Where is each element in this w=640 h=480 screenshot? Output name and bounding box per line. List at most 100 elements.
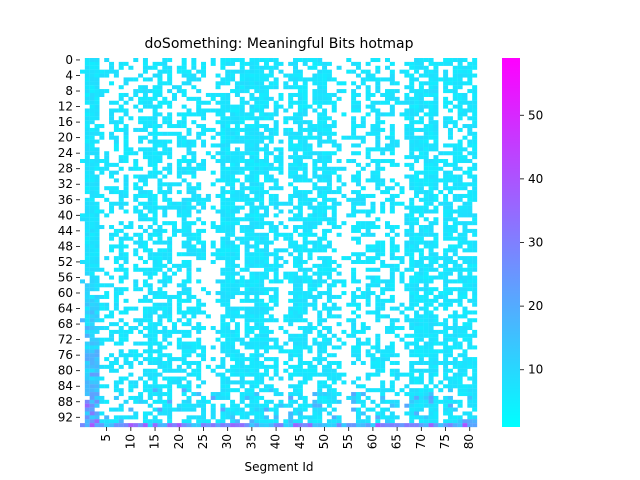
heatmap-cell: [99, 267, 105, 272]
heatmap-cell: [370, 205, 376, 210]
heatmap-cell: [89, 217, 95, 222]
heatmap-cell: [467, 174, 473, 179]
heatmap-cell: [331, 248, 337, 253]
heatmap-cell: [472, 259, 478, 265]
heatmap-cell: [351, 178, 357, 183]
heatmap-cell: [89, 147, 95, 152]
heatmap-cell: [113, 73, 119, 78]
heatmap-cell: [181, 139, 187, 144]
heatmap-cell: [254, 205, 260, 210]
heatmap-cell: [220, 221, 226, 226]
heatmap-cell: [447, 419, 453, 424]
heatmap-cell: [249, 58, 255, 63]
heatmap-cell: [157, 395, 163, 400]
heatmap-cell: [230, 291, 236, 296]
heatmap-cell: [162, 248, 168, 253]
heatmap-cell: [307, 190, 313, 195]
heatmap-cell: [443, 318, 449, 323]
heatmap-cell: [113, 380, 119, 385]
heatmap-cell: [259, 135, 265, 140]
heatmap-cell: [113, 69, 119, 74]
heatmap-cell: [113, 368, 119, 373]
heatmap-cell: [263, 77, 269, 82]
heatmap-cell: [414, 221, 420, 226]
heatmap-cell: [428, 135, 434, 140]
heatmap-cell: [259, 322, 265, 327]
heatmap-cell: [176, 423, 182, 428]
heatmap-cell: [355, 256, 361, 261]
heatmap-cell: [370, 92, 376, 97]
heatmap-cell: [263, 151, 269, 156]
x-tick-label: 25: [196, 434, 210, 449]
heatmap-cell: [302, 89, 308, 94]
heatmap-cell: [322, 85, 328, 90]
heatmap-cell: [254, 209, 260, 214]
heatmap-cell: [312, 392, 318, 397]
heatmap-cell: [138, 190, 144, 195]
heatmap-cell: [389, 201, 395, 206]
heatmap-cell: [89, 388, 95, 393]
heatmap-cell: [225, 213, 231, 218]
heatmap-cell: [438, 380, 444, 385]
heatmap-cell: [176, 190, 182, 195]
heatmap-cell: [186, 228, 192, 233]
heatmap-cell: [249, 360, 255, 365]
heatmap-cell: [259, 360, 265, 365]
heatmap-cell: [138, 423, 144, 428]
heatmap-cell: [278, 96, 284, 101]
heatmap-cell: [457, 100, 463, 105]
heatmap-cell: [268, 279, 274, 284]
heatmap-cell: [225, 259, 231, 265]
heatmap-cell: [307, 415, 313, 420]
heatmap-cell: [89, 69, 95, 74]
heatmap-cell: [104, 415, 110, 420]
heatmap-cell: [215, 364, 221, 369]
heatmap-cell: [254, 376, 260, 381]
heatmap-cell: [467, 244, 473, 249]
heatmap-cell: [297, 205, 303, 210]
heatmap-cell: [186, 69, 192, 74]
heatmap-cell: [152, 131, 158, 136]
heatmap-cell: [438, 349, 444, 354]
heatmap-cell: [167, 314, 173, 319]
heatmap-cell: [244, 364, 250, 369]
heatmap-cell: [109, 310, 115, 315]
heatmap-cell: [142, 357, 148, 362]
heatmap-cell: [239, 357, 245, 362]
heatmap-cell: [181, 124, 187, 129]
heatmap-cell: [302, 201, 308, 206]
heatmap-cell: [220, 225, 226, 230]
heatmap-cell: [457, 353, 463, 358]
heatmap-cell: [259, 131, 265, 136]
heatmap-cell: [89, 108, 95, 113]
heatmap-cell: [201, 131, 207, 136]
heatmap-cell: [472, 294, 478, 299]
heatmap-cell: [186, 372, 192, 377]
heatmap-cell: [351, 225, 357, 230]
heatmap-cell: [220, 100, 226, 105]
heatmap-cell: [152, 120, 158, 125]
heatmap-cell: [423, 205, 429, 210]
heatmap-cell: [418, 139, 424, 144]
heatmap-cell: [302, 275, 308, 280]
heatmap-cell: [278, 403, 284, 408]
heatmap-cell: [186, 143, 192, 148]
heatmap-cell: [322, 256, 328, 261]
heatmap-cell: [263, 147, 269, 152]
heatmap-cell: [317, 77, 323, 82]
colorbar-tick-label: 20: [528, 299, 543, 313]
heatmap-cell: [152, 217, 158, 222]
heatmap-cell: [293, 263, 299, 268]
heatmap-cell: [423, 399, 429, 404]
heatmap-cell: [152, 388, 158, 393]
heatmap-cell: [176, 298, 182, 303]
heatmap-cell: [307, 124, 313, 129]
heatmap-cell: [370, 77, 376, 82]
heatmap-cell: [365, 131, 371, 136]
heatmap-cell: [385, 415, 390, 420]
heatmap-cell: [249, 318, 255, 323]
heatmap-cell: [428, 197, 434, 202]
heatmap-cell: [472, 399, 478, 404]
heatmap-cell: [210, 411, 216, 416]
heatmap-cell: [331, 217, 337, 222]
